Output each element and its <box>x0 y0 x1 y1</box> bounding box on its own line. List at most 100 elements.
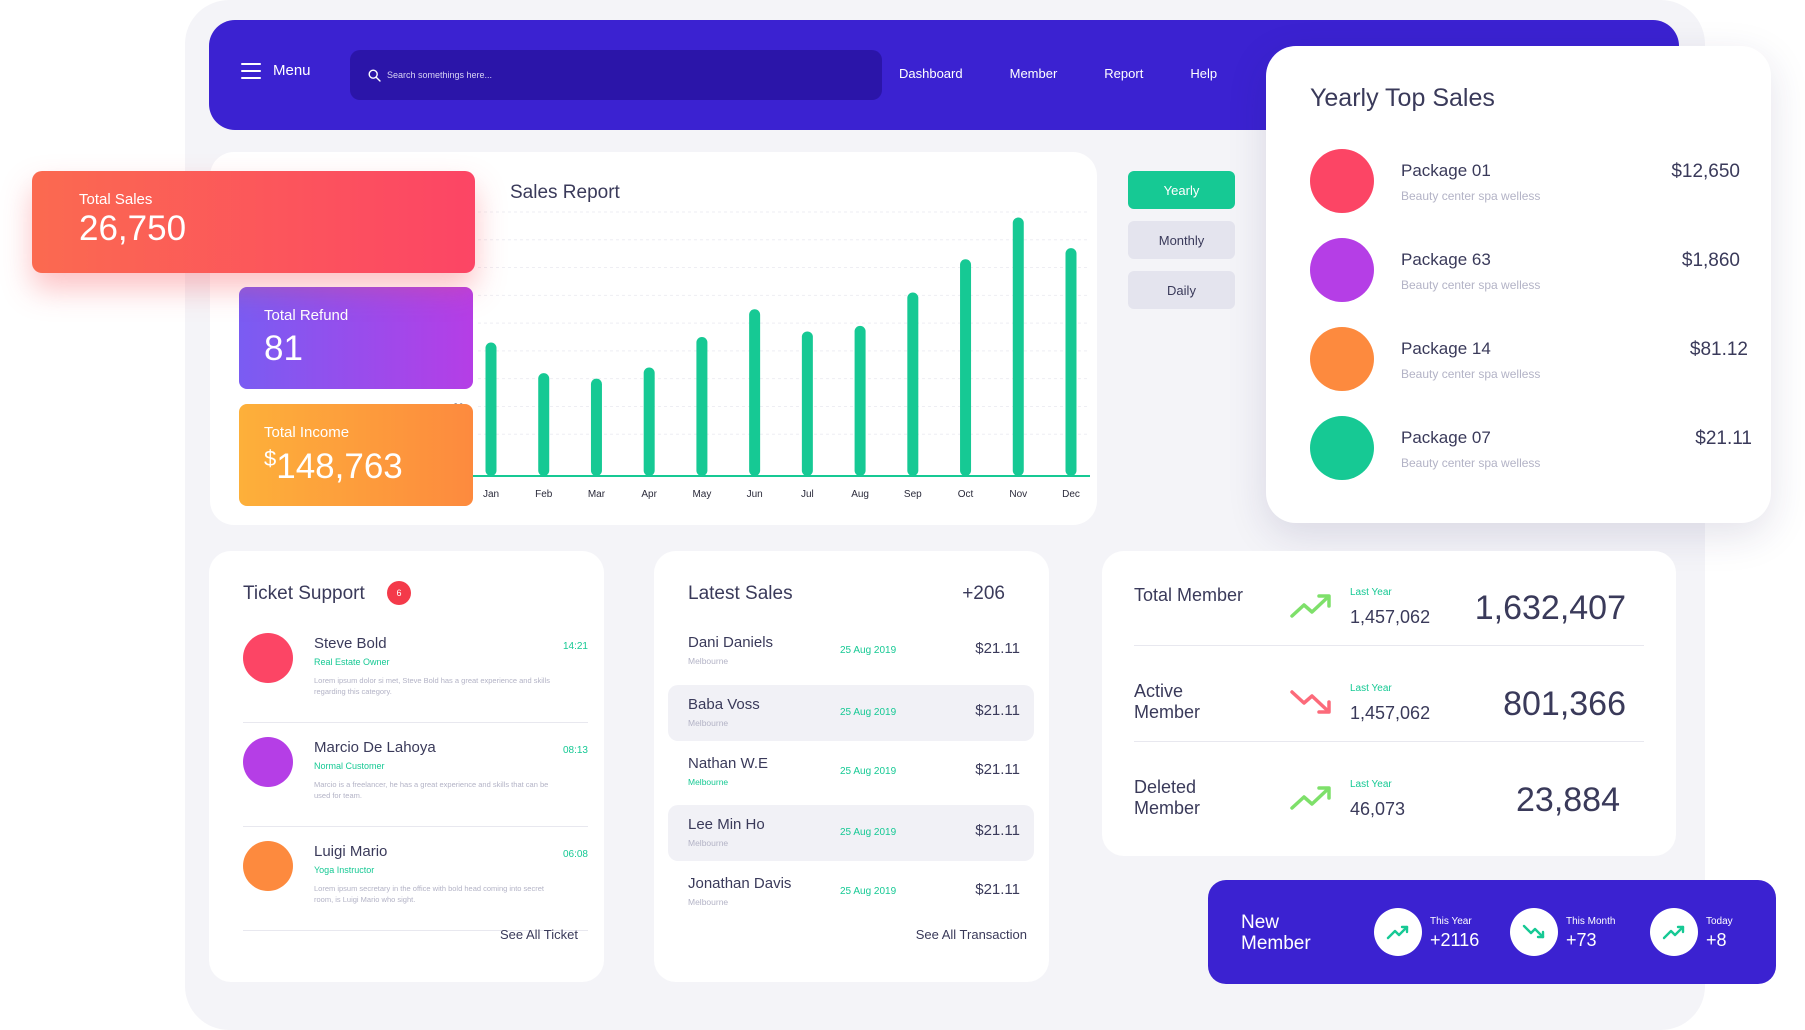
package-item[interactable]: Package 14 Beauty center spa welless $81… <box>1310 327 1748 393</box>
trend-down-icon <box>1510 908 1558 956</box>
bar <box>1012 217 1024 477</box>
trend-up-icon <box>1290 594 1331 618</box>
ticket-item[interactable]: Marcio De Lahoya Normal Customer 08:13 M… <box>243 737 588 827</box>
new-member-stat-label: This Month <box>1566 916 1616 927</box>
sales-row[interactable]: Baba Voss Melbourne 25 Aug 2019 $21.11 <box>668 685 1034 741</box>
new-member-stat-value: +73 <box>1566 930 1597 950</box>
filter-daily-button[interactable]: Daily <box>1128 271 1235 309</box>
package-price: $81.12 <box>1689 339 1748 360</box>
total-refund-card: Total Refund 81 <box>239 287 473 389</box>
sales-bar-chart: 102030405060708090JanFebMarAprMayJunJulA… <box>453 208 1090 500</box>
hamburger-icon <box>241 62 261 79</box>
last-year-value: 1,457,062 <box>1350 607 1431 627</box>
bar <box>538 373 550 476</box>
new-member-stat-value: +2116 <box>1430 930 1480 950</box>
bar <box>696 337 708 476</box>
bar <box>590 378 602 476</box>
search-input[interactable] <box>387 70 857 80</box>
new-member-card: New Member This Year +2116 This Month +7… <box>1208 880 1776 984</box>
see-all-transaction-link[interactable]: See All Transaction <box>915 927 1027 942</box>
sale-amount: $21.11 <box>975 822 1020 839</box>
x-tick-label: Feb <box>535 489 553 500</box>
see-all-ticket-link[interactable]: See All Ticket <box>499 927 578 942</box>
new-member-stat-label: This Year <box>1430 916 1472 927</box>
package-subtitle: Beauty center spa welless <box>1401 367 1541 381</box>
ticket-user-role: Normal Customer <box>314 761 385 771</box>
bar <box>854 325 866 476</box>
new-member-title: New Member <box>1241 912 1311 954</box>
last-year-label: Last Year <box>1350 587 1392 598</box>
bar <box>801 331 813 476</box>
search-icon <box>368 68 381 82</box>
total-income-card: Total Income $148,763 <box>239 404 473 506</box>
package-item[interactable]: Package 07 Beauty center spa welless $21… <box>1310 416 1752 482</box>
ticket-message: Lorem ipsum dolor si met, Steve Bold has… <box>314 676 550 696</box>
sale-amount: $21.11 <box>975 640 1020 657</box>
x-tick-label: Aug <box>851 489 869 500</box>
trend-up-icon <box>1650 908 1698 956</box>
member-stat-row: Deleted Member Last Year 46,073 23,884 <box>1134 743 1644 838</box>
ticket-message: Marcio is a freelancer, he has a great e… <box>314 780 549 800</box>
total-refund-label: Total Refund <box>264 307 349 324</box>
avatar <box>243 737 293 787</box>
ticket-message: Lorem ipsum secretary in the office with… <box>314 884 544 904</box>
sales-row[interactable]: Lee Min Ho Melbourne 25 Aug 2019 $21.11 <box>668 805 1034 861</box>
sales-row[interactable]: Nathan W.E Melbourne 25 Aug 2019 $21.11 <box>668 744 1034 800</box>
latest-sales-panel: Latest Sales +206 Dani Daniels Melbourne… <box>654 551 1049 982</box>
sales-row[interactable]: Dani Daniels Melbourne 25 Aug 2019 $21.1… <box>668 623 1034 679</box>
sale-amount: $21.11 <box>975 761 1020 778</box>
currency-symbol: $ <box>264 446 277 471</box>
x-tick-label: Sep <box>904 489 922 500</box>
nav-help[interactable]: Help <box>1190 66 1218 81</box>
member-stat-value: 23,884 <box>1516 781 1620 819</box>
sale-date: 25 Aug 2019 <box>840 707 897 718</box>
x-tick-label: Nov <box>1009 489 1027 500</box>
package-avatar <box>1310 327 1374 391</box>
search-bar[interactable] <box>350 50 882 100</box>
ticket-count-badge: 6 <box>387 581 411 605</box>
package-subtitle: Beauty center spa welless <box>1401 189 1541 203</box>
ticket-item[interactable]: Steve Bold Real Estate Owner 14:21 Lorem… <box>243 633 588 723</box>
bar <box>1065 248 1077 476</box>
package-price: $12,650 <box>1671 161 1740 182</box>
package-avatar <box>1310 238 1374 302</box>
menu-button[interactable]: Menu <box>241 62 311 79</box>
main-nav: Dashboard Member Report Help <box>899 66 1264 81</box>
package-name: Package 63 <box>1401 250 1491 269</box>
trend-up-icon <box>1374 908 1422 956</box>
customer-location: Melbourne <box>688 897 729 907</box>
filter-yearly-button[interactable]: Yearly <box>1128 171 1235 209</box>
sale-date: 25 Aug 2019 <box>840 886 897 897</box>
nav-dashboard[interactable]: Dashboard <box>899 66 963 81</box>
nav-member[interactable]: Member <box>1009 66 1058 81</box>
total-income-value: 148,763 <box>276 447 403 486</box>
latest-sales-count: +206 <box>962 583 1005 604</box>
bar <box>907 292 919 476</box>
total-income-amount: $148,763 <box>264 446 403 487</box>
total-refund-value: 81 <box>264 329 303 368</box>
x-tick-label: Dec <box>1062 489 1080 500</box>
ticket-user-role: Real Estate Owner <box>314 657 390 667</box>
last-year-label: Last Year <box>1350 683 1392 694</box>
filter-monthly-button[interactable]: Monthly <box>1128 221 1235 259</box>
customer-location: Melbourne <box>688 838 729 848</box>
ticket-time: 14:21 <box>562 641 588 652</box>
last-year-value: 46,073 <box>1350 799 1406 819</box>
sales-row[interactable]: Jonathan Davis Melbourne 25 Aug 2019 $21… <box>668 864 1034 920</box>
member-stat-label: Deleted Member <box>1134 777 1201 818</box>
package-price: $1,860 <box>1681 250 1740 271</box>
ticket-item[interactable]: Luigi Mario Yoga Instructor 06:08 Lorem … <box>243 841 588 931</box>
package-price: $21.11 <box>1695 428 1752 449</box>
trend-up-icon <box>1290 786 1331 810</box>
avatar <box>243 841 293 891</box>
package-subtitle: Beauty center spa welless <box>1401 278 1541 292</box>
member-stat-value: 801,366 <box>1503 685 1626 723</box>
x-tick-label: Oct <box>958 489 974 500</box>
package-name: Package 07 <box>1401 428 1491 447</box>
x-tick-label: Jul <box>801 489 814 500</box>
package-item[interactable]: Package 01 Beauty center spa welless $12… <box>1310 149 1740 215</box>
package-item[interactable]: Package 63 Beauty center spa welless $1,… <box>1310 238 1740 304</box>
nav-report[interactable]: Report <box>1104 66 1144 81</box>
ticket-support-panel: Ticket Support 6 Steve Bold Real Estate … <box>209 551 604 982</box>
yearly-top-sales-card: Yearly Top Sales Package 01 Beauty cente… <box>1266 46 1771 523</box>
